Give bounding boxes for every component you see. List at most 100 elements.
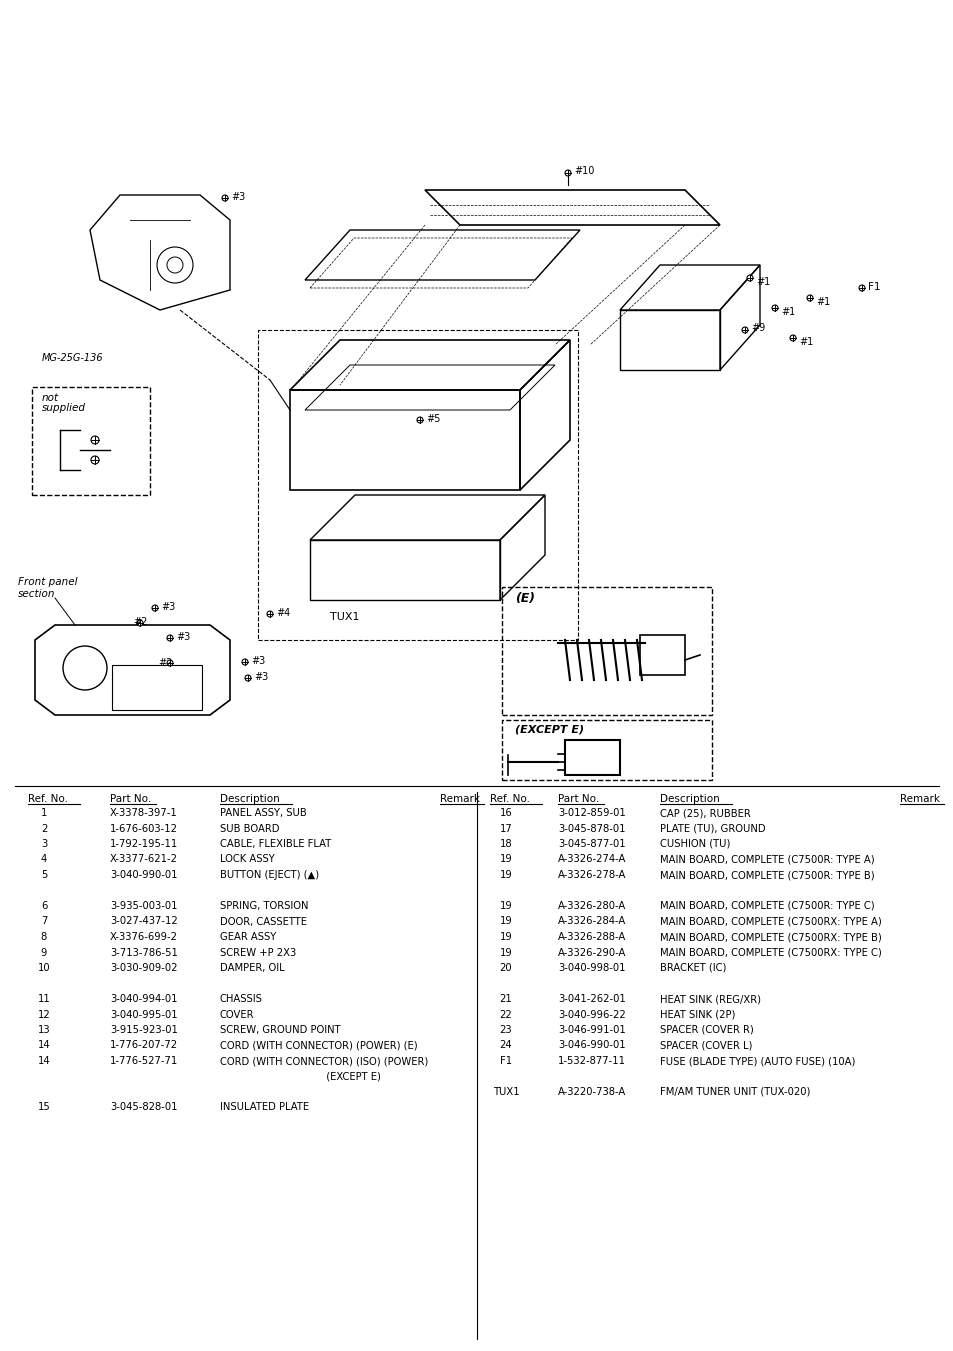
- Text: 3-046-990-01: 3-046-990-01: [558, 1040, 625, 1051]
- Text: not: not: [42, 393, 59, 403]
- Bar: [564, 740, 619, 775]
- Text: A-3326-284-A: A-3326-284-A: [558, 916, 625, 927]
- Text: 3-935-003-01: 3-935-003-01: [110, 901, 177, 911]
- Text: CUSHION (TU): CUSHION (TU): [659, 839, 730, 848]
- Text: 19: 19: [499, 932, 512, 942]
- Text: #10: #10: [574, 166, 594, 176]
- Circle shape: [91, 457, 99, 463]
- Text: 3-040-990-01: 3-040-990-01: [110, 870, 177, 880]
- Text: SCREW +P 2X3: SCREW +P 2X3: [220, 947, 296, 958]
- Text: 14: 14: [38, 1040, 51, 1051]
- Text: 1-776-527-71: 1-776-527-71: [110, 1056, 178, 1066]
- Text: 8: 8: [41, 932, 47, 942]
- Text: 15: 15: [37, 1102, 51, 1112]
- Text: CABLE, FLEXIBLE FLAT: CABLE, FLEXIBLE FLAT: [220, 839, 331, 848]
- Text: Description: Description: [659, 794, 719, 804]
- Circle shape: [267, 611, 273, 617]
- Text: Remark: Remark: [439, 794, 479, 804]
- Text: #1: #1: [755, 277, 769, 286]
- Text: INSULATED PLATE: INSULATED PLATE: [220, 1102, 309, 1112]
- Text: HEAT SINK (2P): HEAT SINK (2P): [659, 1009, 735, 1020]
- Text: MAIN BOARD, COMPLETE (C7500RX: TYPE A): MAIN BOARD, COMPLETE (C7500RX: TYPE A): [659, 916, 881, 927]
- Text: CORD (WITH CONNECTOR) (POWER) (E): CORD (WITH CONNECTOR) (POWER) (E): [220, 1040, 417, 1051]
- Circle shape: [746, 276, 752, 281]
- Circle shape: [416, 417, 422, 423]
- Text: #3: #3: [161, 603, 175, 612]
- Text: 10: 10: [38, 963, 51, 973]
- Text: X-3377-621-2: X-3377-621-2: [110, 854, 178, 865]
- Text: 3-040-995-01: 3-040-995-01: [110, 1009, 177, 1020]
- Text: 3-915-923-01: 3-915-923-01: [110, 1025, 177, 1035]
- Text: A-3326-290-A: A-3326-290-A: [558, 947, 626, 958]
- Text: 12: 12: [37, 1009, 51, 1020]
- Circle shape: [245, 676, 251, 681]
- Text: Remark: Remark: [899, 794, 939, 804]
- Text: DAMPER, OIL: DAMPER, OIL: [220, 963, 284, 973]
- Text: #3: #3: [231, 192, 245, 203]
- Text: section: section: [18, 589, 55, 598]
- Text: 14: 14: [38, 1056, 51, 1066]
- Circle shape: [242, 659, 248, 665]
- Text: 3-040-998-01: 3-040-998-01: [558, 963, 625, 973]
- Text: 1: 1: [41, 808, 47, 817]
- Text: X-3378-397-1: X-3378-397-1: [110, 808, 177, 817]
- Text: 2: 2: [41, 824, 47, 834]
- Circle shape: [91, 436, 99, 444]
- Text: Part No.: Part No.: [110, 794, 152, 804]
- Text: 3-045-878-01: 3-045-878-01: [558, 824, 625, 834]
- Text: 3-030-909-02: 3-030-909-02: [110, 963, 177, 973]
- Text: A-3326-288-A: A-3326-288-A: [558, 932, 625, 942]
- Text: Description: Description: [220, 794, 279, 804]
- Circle shape: [564, 170, 571, 176]
- Text: 19: 19: [499, 916, 512, 927]
- Text: 19: 19: [499, 901, 512, 911]
- Text: A-3220-738-A: A-3220-738-A: [558, 1088, 625, 1097]
- Circle shape: [167, 661, 172, 666]
- Text: 4: 4: [41, 854, 47, 865]
- Text: #9: #9: [750, 323, 764, 332]
- Circle shape: [137, 620, 143, 626]
- Text: #2: #2: [132, 617, 147, 627]
- Text: SPRING, TORSION: SPRING, TORSION: [220, 901, 308, 911]
- Text: TUX1: TUX1: [330, 612, 359, 621]
- Text: CAP (25), RUBBER: CAP (25), RUBBER: [659, 808, 750, 817]
- Text: CHASSIS: CHASSIS: [220, 994, 263, 1004]
- Text: F1: F1: [499, 1056, 512, 1066]
- Text: COVER: COVER: [220, 1009, 254, 1020]
- Text: 3-713-786-51: 3-713-786-51: [110, 947, 177, 958]
- Text: Ref. No.: Ref. No.: [28, 794, 68, 804]
- Text: F1: F1: [867, 282, 880, 292]
- Bar: [32, 386, 150, 494]
- Text: #1: #1: [799, 336, 812, 347]
- Circle shape: [152, 605, 158, 611]
- Text: 19: 19: [499, 854, 512, 865]
- Bar: [257, 330, 578, 640]
- Circle shape: [858, 285, 864, 290]
- Text: 3: 3: [41, 839, 47, 848]
- Text: 3-041-262-01: 3-041-262-01: [558, 994, 625, 1004]
- Text: MAIN BOARD, COMPLETE (C7500R: TYPE C): MAIN BOARD, COMPLETE (C7500R: TYPE C): [659, 901, 874, 911]
- Text: (EXCEPT E): (EXCEPT E): [515, 724, 583, 734]
- Text: supplied: supplied: [42, 403, 86, 413]
- Text: HEAT SINK (REG/XR): HEAT SINK (REG/XR): [659, 994, 760, 1004]
- Text: LOCK ASSY: LOCK ASSY: [220, 854, 274, 865]
- Text: 24: 24: [499, 1040, 512, 1051]
- Text: 7: 7: [41, 916, 47, 927]
- Text: 17: 17: [499, 824, 512, 834]
- Text: 1-532-877-11: 1-532-877-11: [558, 1056, 625, 1066]
- Text: (E): (E): [515, 592, 535, 605]
- Text: MAIN BOARD, COMPLETE (C7500RX: TYPE B): MAIN BOARD, COMPLETE (C7500RX: TYPE B): [659, 932, 881, 942]
- Text: GEAR ASSY: GEAR ASSY: [220, 932, 276, 942]
- Text: #2: #2: [158, 658, 172, 667]
- Text: 11: 11: [37, 994, 51, 1004]
- Text: A-3326-280-A: A-3326-280-A: [558, 901, 625, 911]
- Text: BRACKET (IC): BRACKET (IC): [659, 963, 725, 973]
- Text: MAIN BOARD, COMPLETE (C7500R: TYPE A): MAIN BOARD, COMPLETE (C7500R: TYPE A): [659, 854, 874, 865]
- Text: MAIN BOARD, COMPLETE (C7500R: TYPE B): MAIN BOARD, COMPLETE (C7500R: TYPE B): [659, 870, 874, 880]
- Text: SPACER (COVER R): SPACER (COVER R): [659, 1025, 753, 1035]
- Text: #1: #1: [781, 307, 795, 317]
- Text: 1-676-603-12: 1-676-603-12: [110, 824, 178, 834]
- Circle shape: [806, 295, 812, 301]
- Bar: [112, 665, 202, 711]
- Text: Front panel: Front panel: [18, 577, 77, 586]
